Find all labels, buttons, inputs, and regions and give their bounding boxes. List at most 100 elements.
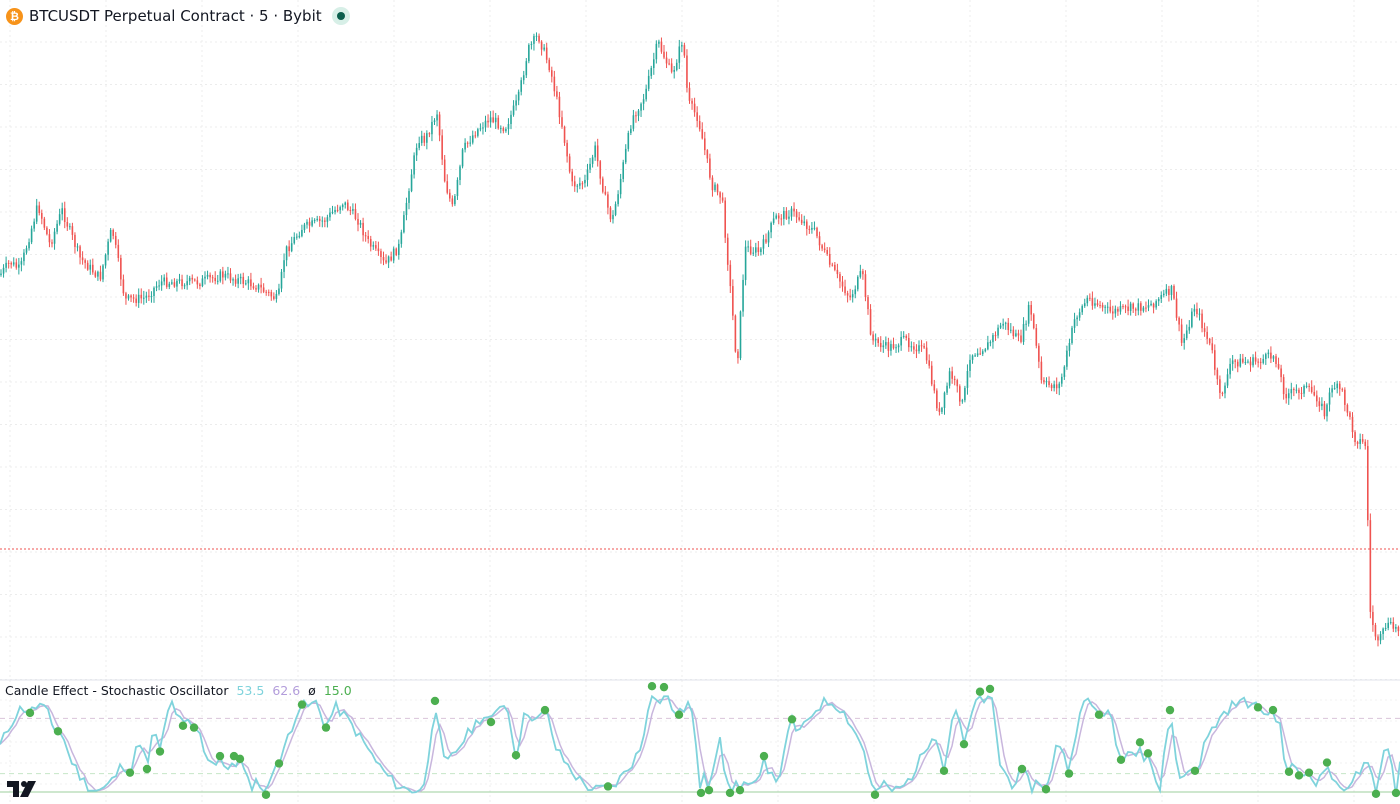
candle-body [561,117,563,127]
candle-body [415,147,418,156]
candle-body [1321,403,1323,407]
candle-body [74,234,76,247]
candle-body [885,342,887,346]
symbol-glyph: ø [308,683,316,698]
tradingview-logo-icon[interactable] [6,778,42,800]
candle-body [1030,305,1032,315]
candle-body [1178,317,1180,325]
candle-body [701,129,704,139]
candle-body [956,380,959,387]
candle-body [704,138,706,151]
candle-body [413,155,415,175]
indicator-legend[interactable]: Candle Effect - Stochastic Oscillator 53… [5,683,352,698]
candle-body [693,103,696,113]
candle-body [925,347,928,361]
candle-body [1017,333,1020,336]
candle-body [1344,389,1346,405]
candle-body [492,117,494,123]
candle-body [1043,380,1045,383]
candle-body [721,197,724,201]
candle-body [512,105,515,115]
market-status-icon[interactable] [331,7,350,25]
candle-body [698,120,701,130]
candle-body [1096,303,1099,306]
symbol-title[interactable]: BTCUSDT Perpetual Contract · 5 · Bybit [29,7,322,25]
candle-body [696,112,698,121]
candle-body [614,204,617,215]
k-line [0,694,1400,796]
candle-body [1346,404,1349,413]
signal-dot [1391,788,1400,798]
candle-body [1157,298,1160,302]
candle-body [1027,305,1030,324]
candle-body [7,262,10,264]
candle-body [196,280,199,285]
candle-body [1122,306,1124,308]
candle-body [1277,363,1280,369]
candle-body [989,342,992,344]
signal-dot [321,723,331,732]
candle-body [1055,384,1058,389]
candle-body [1361,439,1364,442]
candle-body [892,344,895,349]
candle-body [1129,303,1132,311]
signal-dot [985,684,995,694]
signal-dot [1143,749,1153,758]
candle-body [1318,401,1321,407]
candle-body [650,68,653,76]
candle-body [191,277,194,280]
candle-body [275,293,278,299]
signal-dot [1017,764,1027,774]
candle-body [525,61,528,76]
candle-body [400,232,403,244]
signal-dot [1371,789,1381,799]
candle-body [71,226,74,235]
candle-body [530,43,533,45]
candlestick-series [0,32,1400,647]
candle-body [1058,383,1061,389]
candle-body [1219,379,1221,393]
candle-body [313,220,316,222]
candle-body [515,100,517,106]
signal-dot [1268,705,1278,715]
signal-dot [215,751,225,761]
candle-body [655,43,658,60]
candle-body [839,274,841,282]
signal-dot [959,739,969,749]
candle-body [1002,323,1004,326]
signal-dot [696,788,706,798]
candle-body [908,337,910,348]
candle-body [178,279,181,281]
candle-body [278,288,280,294]
candle-body [459,166,461,180]
candle-body [1356,442,1359,444]
candle-body [344,202,347,205]
candle-body [522,75,525,81]
candle-body [1142,307,1145,311]
candle-body [420,135,423,144]
candle-body [1216,369,1219,380]
signal-dot [189,723,199,732]
candle-body [387,256,390,263]
candle-body [293,237,296,244]
candle-body [800,219,803,224]
candle-body [446,181,449,193]
candle-body [637,110,640,116]
candle-body [359,222,362,225]
candle-body [1226,374,1229,386]
candle-body [1124,306,1127,308]
candle-body [622,162,624,179]
candle-body [1173,286,1175,299]
candle-body [777,215,780,219]
candle-body [489,117,492,123]
candle-body [691,100,693,104]
candle-body [76,246,79,248]
candle-body [987,342,989,350]
candle-body [405,202,408,216]
candle-body [961,400,964,402]
candle-body [385,260,387,263]
candle-body [311,220,313,226]
candle-body [431,121,433,135]
candle-body [660,41,663,52]
